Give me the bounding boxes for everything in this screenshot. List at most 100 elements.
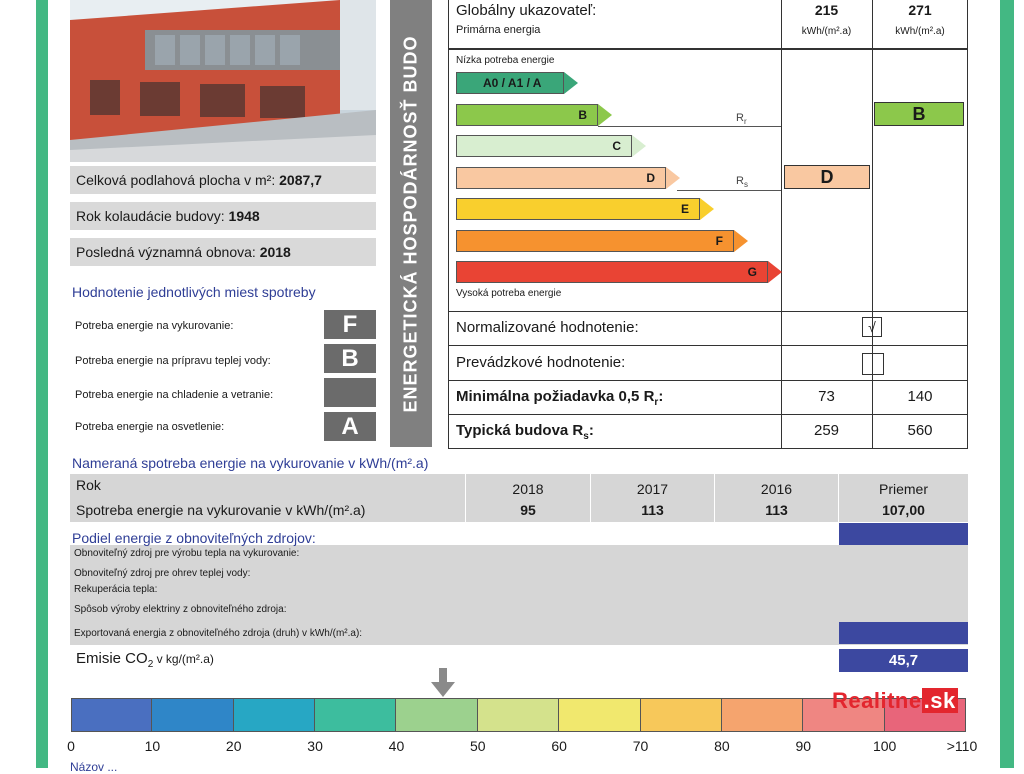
floor-area-value: 2087,7 — [279, 172, 322, 188]
renewable-block — [70, 545, 968, 645]
co2-scale-segment — [233, 698, 316, 732]
minimum-col1: 73 — [818, 388, 835, 405]
low-energy-label: Nízka potreba energie — [456, 55, 555, 66]
heating-label: Potreba energie na vykurovanie: — [75, 320, 234, 332]
co2-scale-tick-label: 10 — [144, 738, 161, 754]
emissions-value: 45,7 — [839, 649, 968, 672]
rs-reference-line — [677, 190, 781, 191]
co2-scale-segment — [477, 698, 560, 732]
hot-water-grade: B — [324, 344, 376, 373]
energy-class-arrow-tip — [632, 135, 646, 157]
vertical-title: ENERGETICKÁ HOSPODÁRNOSŤ BUDO — [400, 34, 421, 413]
co2-scale-segment — [640, 698, 722, 732]
floor-area-label: Celková podlahová plocha v m²: — [76, 172, 276, 188]
energy-class-arrow-tip — [768, 261, 782, 283]
energy-class-arrow-tip — [564, 72, 578, 94]
floor-area-row: Celková podlahová plocha v m²: 2087,7 — [70, 166, 376, 194]
realitne-watermark: Realitne.sk — [832, 688, 958, 713]
energy-class-bar: A0 / A1 / A — [456, 72, 578, 94]
typical-row — [448, 414, 968, 449]
indicator-col1-unit: kWh/(m².a) — [801, 26, 852, 37]
indicator-header — [448, 0, 968, 50]
year-col-avg: Priemer — [878, 481, 928, 497]
co2-scale-segment — [315, 698, 397, 732]
year-label: Rok — [76, 477, 101, 493]
indicator-col2-unit: kWh/(m².a) — [895, 26, 945, 37]
value-col-2: 113 — [641, 502, 664, 518]
co2-scale-tick-label: 0 — [67, 738, 75, 754]
footer-partial-text: Názov ... — [70, 760, 118, 774]
co2-scale-segment — [396, 698, 478, 732]
co2-scale-segment — [803, 698, 885, 732]
renewable-item-2: Obnoviteľný zdroj pre ohrev teplej vody: — [74, 568, 251, 579]
lighting-grade: A — [324, 412, 376, 441]
energy-class-label: C — [612, 139, 621, 153]
approval-year-row: Rok kolaudácie budovy: 1948 — [70, 202, 376, 230]
high-energy-label: Vysoká potreba energie — [456, 288, 562, 299]
typical-col2: 560 — [907, 422, 933, 439]
renovation-value: 2018 — [259, 244, 291, 260]
operational-label: Prevádzkové hodnotenie: — [456, 354, 626, 371]
co2-marker-arrow-icon — [430, 668, 455, 703]
renovation-label: Posledná významná obnova: — [76, 244, 256, 260]
typical-label: Typická budova Rs: — [456, 422, 594, 442]
co2-scale-tick-label: 30 — [307, 738, 323, 754]
year-col-3: 2016 — [760, 481, 793, 497]
cooling-label: Potreba energie na chladenie a vetranie: — [75, 389, 274, 401]
minimum-col2: 140 — [907, 388, 933, 405]
co2-scale-tick-label: 90 — [795, 738, 812, 754]
co2-scale-segment — [559, 698, 641, 732]
minimum-label: Minimálna požiadavka 0,5 Rr: — [456, 388, 664, 408]
approval-year-value: 1948 — [228, 208, 260, 224]
rr-reference-label: Rr — [736, 112, 747, 127]
energy-class-arrow-tip — [734, 229, 748, 252]
renewable-item-3: Rekuperácia tepla: — [74, 584, 158, 595]
operational-checkbox — [862, 353, 884, 375]
renewable-value-bar — [839, 523, 968, 545]
energy-class-bar: C — [456, 135, 646, 157]
energy-class-label: G — [747, 265, 757, 279]
co2-scale-segment — [721, 698, 804, 732]
rating-col2-box: B — [874, 102, 964, 126]
emissions-label: Emisie CO2 v kg/(m².a) — [76, 650, 214, 670]
heating-grade: F — [324, 310, 376, 339]
value-col-3: 113 — [765, 502, 788, 518]
energy-class-bar: F — [456, 229, 748, 252]
value-col-1: 95 — [520, 502, 536, 518]
co2-scale-tick-label: 80 — [714, 738, 730, 754]
indicator-col2-value: 271 — [908, 2, 932, 18]
measured-divider-1 — [465, 474, 466, 522]
hot-water-label: Potreba energie na prípravu teplej vody: — [75, 355, 271, 367]
renewable-item-1: Obnoviteľný zdroj pre výrobu tepla na vy… — [74, 548, 300, 559]
measured-table — [70, 474, 968, 522]
frame-left-border — [36, 0, 48, 768]
normalized-label: Normalizované hodnotenie: — [456, 319, 639, 336]
measured-divider-4 — [838, 474, 839, 522]
value-col-avg: 107,00 — [882, 502, 925, 518]
energy-class-label: B — [578, 107, 587, 122]
renovation-row: Posledná významná obnova: 2018 — [70, 238, 376, 266]
rr-reference-line — [598, 126, 781, 127]
vertical-title-band: ENERGETICKÁ HOSPODÁRNOSŤ BUDO — [390, 0, 432, 447]
measured-divider-2 — [590, 474, 591, 522]
col-divider-2 — [872, 0, 873, 449]
cooling-grade — [324, 378, 376, 407]
co2-scale-segment — [71, 698, 153, 732]
energy-class-label: E — [680, 202, 689, 216]
rs-reference-label: Rs — [736, 175, 748, 190]
co2-scale-tick-label: 100 — [872, 738, 897, 754]
year-col-2: 2017 — [636, 481, 669, 497]
co2-scale-tick-label: >110 — [946, 738, 978, 754]
renewable-item-5: Exportovaná energia z obnoviteľného zdro… — [74, 628, 363, 639]
indicator-col1-value: 215 — [814, 2, 839, 18]
renewable-title: Podiel energie z obnoviteľných zdrojov: — [72, 530, 316, 546]
indicator-title: Globálny ukazovateľ: — [456, 2, 597, 19]
frame-right-border — [1000, 0, 1014, 768]
consumption-label: Spotreba energie na vykurovanie v kWh/(m… — [76, 502, 366, 518]
co2-scale-tick-label: 60 — [551, 738, 567, 754]
co2-scale-tick-label: 50 — [470, 738, 486, 754]
measured-title: Nameraná spotreba energie na vykurovanie… — [72, 455, 429, 471]
energy-class-arrow-tip — [666, 166, 680, 189]
col-divider-1 — [781, 0, 782, 449]
energy-class-label: A0 / A1 / A — [483, 76, 542, 90]
